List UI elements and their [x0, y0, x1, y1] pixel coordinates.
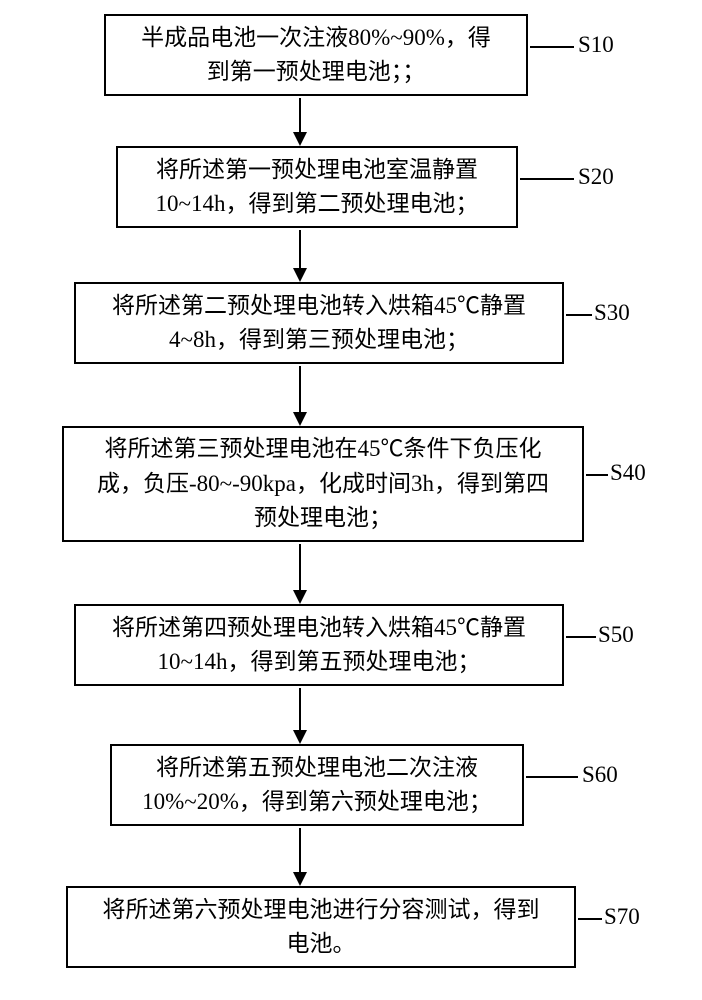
- step-box-s60: 将所述第五预处理电池二次注液10%~20%，得到第六预处理电池；: [110, 744, 524, 826]
- arrow-s30: [299, 366, 301, 412]
- step-text-s30: 将所述第二预处理电池转入烘箱45℃静置4~8h，得到第三预处理电池；: [112, 289, 526, 358]
- step-text-s40: 将所述第三预处理电池在45℃条件下负压化成，负压-80~-90kpa，化成时间3…: [97, 432, 549, 536]
- step-text-s70: 将所述第六预处理电池进行分容测试，得到电池。: [103, 893, 540, 962]
- arrow-head-s40: [293, 590, 307, 604]
- arrow-s50: [299, 688, 301, 730]
- arrow-s40: [299, 544, 301, 590]
- step-text-s20: 将所述第一预处理电池室温静置10~14h，得到第二预处理电池；: [156, 153, 479, 222]
- arrow-head-s30: [293, 412, 307, 426]
- lead-s60: [526, 776, 578, 778]
- lead-s20: [520, 178, 574, 180]
- step-box-s10: 半成品电池一次注液80%~90%，得到第一预处理电池；；: [104, 14, 528, 96]
- step-text-s10: 半成品电池一次注液80%~90%，得到第一预处理电池；；: [141, 21, 491, 90]
- step-label-s10: S10: [578, 32, 614, 58]
- step-box-s20: 将所述第一预处理电池室温静置10~14h，得到第二预处理电池；: [116, 146, 518, 228]
- step-text-s60: 将所述第五预处理电池二次注液10%~20%，得到第六预处理电池；: [142, 751, 492, 820]
- lead-s10: [530, 46, 574, 48]
- lead-s40: [586, 474, 608, 476]
- arrow-s60: [299, 828, 301, 872]
- step-label-s20: S20: [578, 164, 614, 190]
- step-label-s50: S50: [598, 622, 634, 648]
- step-box-s30: 将所述第二预处理电池转入烘箱45℃静置4~8h，得到第三预处理电池；: [74, 282, 564, 364]
- step-label-s60: S60: [582, 762, 618, 788]
- arrow-s20: [299, 230, 301, 268]
- step-text-s50: 将所述第四预处理电池转入烘箱45℃静置10~14h，得到第五预处理电池；: [112, 611, 526, 680]
- step-box-s70: 将所述第六预处理电池进行分容测试，得到电池。: [66, 886, 576, 968]
- arrow-head-s10: [293, 132, 307, 146]
- arrow-head-s50: [293, 730, 307, 744]
- arrow-head-s60: [293, 872, 307, 886]
- lead-s70: [578, 918, 602, 920]
- step-label-s40: S40: [610, 460, 646, 486]
- arrow-head-s20: [293, 268, 307, 282]
- lead-s30: [566, 314, 592, 316]
- step-label-s30: S30: [594, 300, 630, 326]
- flowchart-canvas: 半成品电池一次注液80%~90%，得到第一预处理电池；； S10 将所述第一预处…: [0, 0, 702, 1000]
- step-label-s70: S70: [604, 904, 640, 930]
- step-box-s40: 将所述第三预处理电池在45℃条件下负压化成，负压-80~-90kpa，化成时间3…: [62, 426, 584, 542]
- lead-s50: [566, 636, 596, 638]
- step-box-s50: 将所述第四预处理电池转入烘箱45℃静置10~14h，得到第五预处理电池；: [74, 604, 564, 686]
- arrow-s10: [299, 98, 301, 132]
